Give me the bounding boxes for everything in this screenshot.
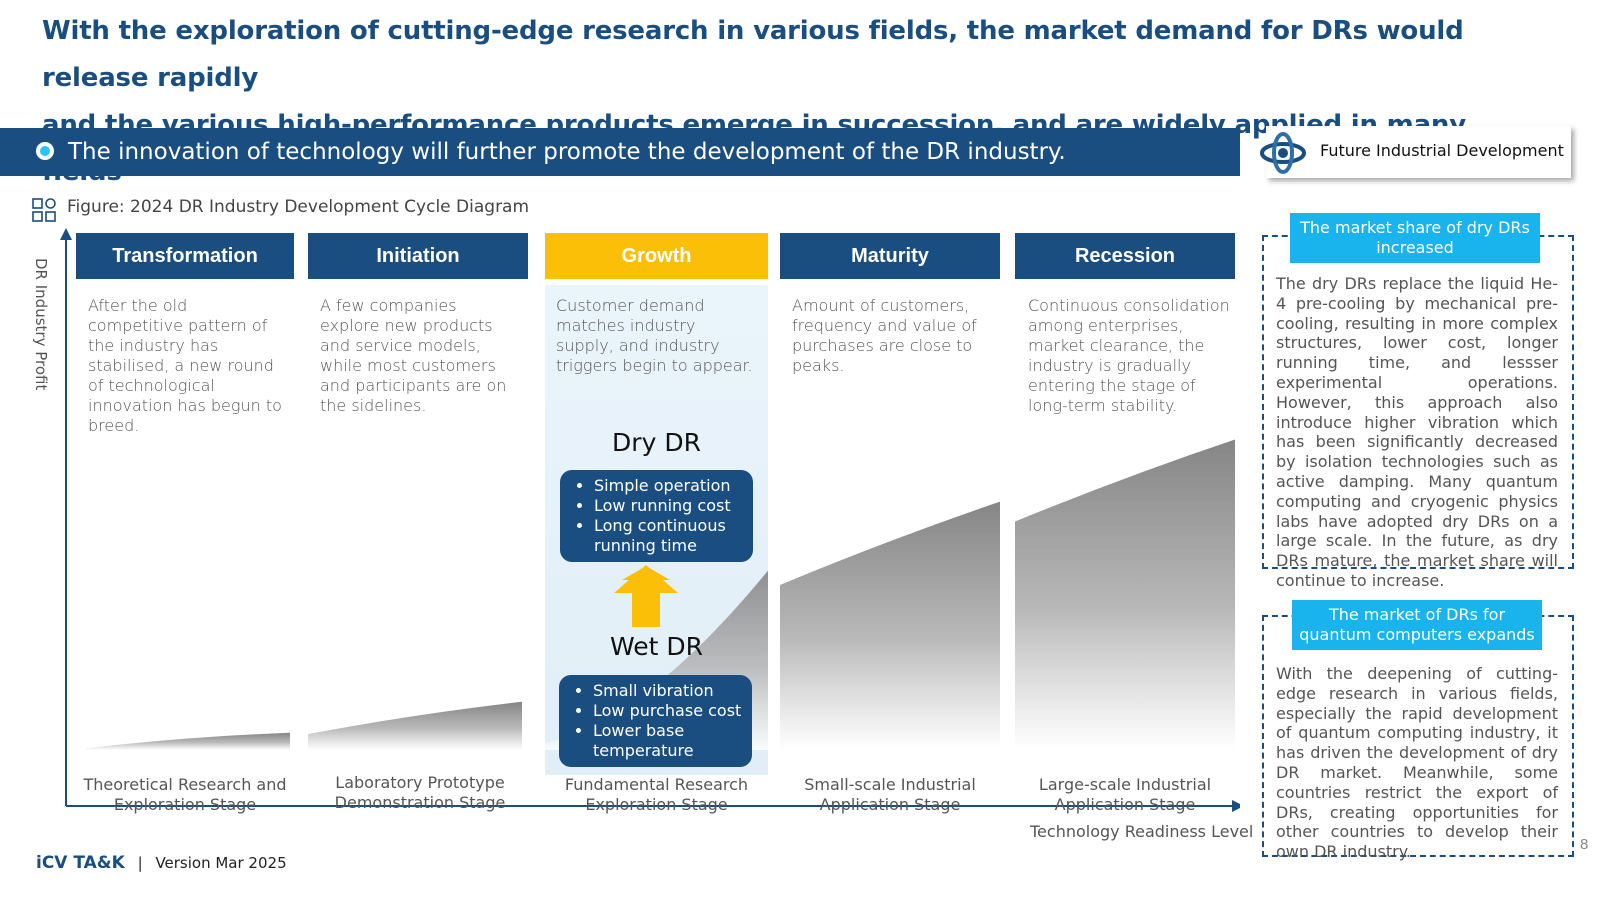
- side-panel-2-text: With the deepening of cutting-edge resea…: [1276, 664, 1558, 862]
- side-panel-1-tag: The market share of dry DRs increased: [1290, 213, 1540, 263]
- footer-brand: iCV TA&K: [36, 853, 125, 873]
- profit-area-transformation: [86, 732, 290, 750]
- wet-dr-feature: Lower base temperature: [593, 721, 742, 761]
- future-badge-label: Future Industrial Development: [1320, 141, 1564, 160]
- headline-line-1: With the exploration of cutting-edge res…: [42, 16, 1464, 93]
- banner-text: The innovation of technology will furthe…: [68, 139, 1066, 165]
- banner: [0, 128, 1240, 176]
- stage-description-initiation: A few companies explore new products and…: [320, 296, 507, 415]
- y-axis-arrow-icon: [60, 228, 72, 240]
- x-axis-label: Technology Readiness Level: [1030, 822, 1254, 841]
- wet-dr-feature: Low purchase cost: [593, 701, 742, 721]
- stage-description-growth: Customer demand matches industry supply,…: [556, 296, 753, 375]
- figure-caption: Figure: 2024 DR Industry Development Cyc…: [67, 197, 530, 217]
- stage-header-maturity: Maturity: [780, 233, 1000, 279]
- dry-dr-feature: Simple operation: [594, 476, 743, 496]
- footer: iCV TA&K | Version Mar 2025: [36, 853, 287, 873]
- side-panel-2-tag: The market of DRs for quantum computers …: [1292, 600, 1542, 650]
- y-axis-label: DR Industry Profit: [32, 258, 50, 391]
- grid-icon: [32, 198, 56, 222]
- x-axis-arrow-icon: [1232, 800, 1240, 812]
- dry-dr-features: Simple operation Low running cost Long c…: [560, 470, 753, 562]
- side-panel-1-text: The dry DRs replace the liquid He-4 pre-…: [1276, 274, 1558, 590]
- stage-label-maturity: Small-scale Industrial Application Stage: [804, 775, 976, 814]
- stage-description-recession: Continuous consolidation among enterpris…: [1028, 296, 1230, 415]
- stage-description-maturity: Amount of customers, frequency and value…: [792, 296, 977, 375]
- stage-label-growth: Fundamental Research Exploration Stage: [564, 775, 749, 814]
- stage-header-recession: Recession: [1015, 233, 1235, 279]
- stage-header-initiation: Initiation: [308, 233, 528, 279]
- dry-dr-feature: Long continuous running time: [594, 516, 743, 556]
- wet-dr-title: Wet DR: [609, 632, 703, 661]
- profit-diagram: [60, 228, 1240, 812]
- atom-logo-icon: [1260, 132, 1306, 174]
- footer-version: Version Mar 2025: [155, 854, 287, 872]
- profit-area-recession: [1015, 439, 1235, 750]
- stage-description-transformation: After the old competitive pattern of the…: [88, 296, 282, 435]
- stage-header-transformation: Transformation: [76, 233, 294, 279]
- up-arrow-icon: [614, 565, 678, 627]
- dry-dr-feature: Low running cost: [594, 496, 743, 516]
- wet-dr-features: Small vibration Low purchase cost Lower …: [559, 675, 752, 767]
- stage-label-transformation: Theoretical Research and Exploration Sta…: [83, 775, 287, 814]
- profit-area-initiation: [308, 701, 522, 750]
- dry-dr-title: Dry DR: [612, 428, 701, 457]
- page-number: 8: [1580, 836, 1589, 853]
- footer-separator: |: [137, 854, 143, 872]
- wet-dr-feature: Small vibration: [593, 681, 742, 701]
- bullet-dot-icon: [36, 142, 54, 160]
- profit-area-maturity: [780, 501, 1000, 750]
- stage-label-recession: Large-scale Industrial Application Stage: [1038, 775, 1212, 814]
- stage-label-initiation: Laboratory Prototype Demonstration Stage: [334, 773, 506, 812]
- stage-header-growth: Growth: [545, 233, 768, 279]
- future-badge: [1266, 126, 1571, 178]
